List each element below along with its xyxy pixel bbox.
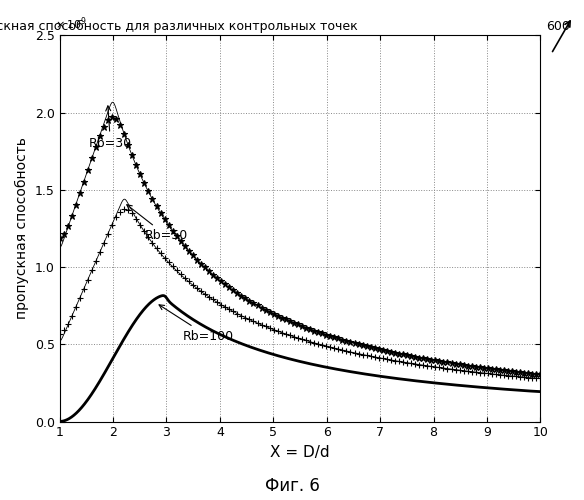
Text: Rb=100: Rb=100 — [159, 305, 234, 343]
Text: Rb=30: Rb=30 — [89, 106, 132, 150]
Y-axis label: пропускная способность: пропускная способность — [15, 138, 29, 320]
Text: Rb=50: Rb=50 — [127, 204, 188, 242]
X-axis label: X = D/d: X = D/d — [270, 445, 330, 460]
Text: пропускная способность для различных контрольных точек: пропускная способность для различных кон… — [0, 20, 357, 33]
Text: Фиг. 6: Фиг. 6 — [265, 477, 319, 495]
Text: $\times\,10^9$: $\times\,10^9$ — [55, 15, 86, 32]
Text: 600: 600 — [546, 20, 570, 33]
